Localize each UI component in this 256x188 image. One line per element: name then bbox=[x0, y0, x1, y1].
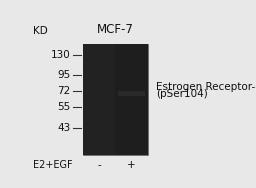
Text: E2+EGF: E2+EGF bbox=[33, 160, 73, 170]
Text: 72: 72 bbox=[57, 86, 71, 96]
Text: 55: 55 bbox=[57, 102, 71, 112]
Bar bbox=[83, 44, 115, 155]
Text: 95: 95 bbox=[57, 70, 71, 80]
Bar bbox=[115, 44, 148, 155]
Text: (pSer104): (pSer104) bbox=[156, 89, 208, 99]
Text: +: + bbox=[127, 160, 136, 170]
Bar bbox=[83, 44, 148, 155]
Text: KD: KD bbox=[33, 26, 48, 36]
Bar bbox=[118, 91, 145, 96]
Text: Estrogen Receptor-α: Estrogen Receptor-α bbox=[156, 82, 256, 92]
Text: 43: 43 bbox=[57, 123, 71, 133]
Text: 130: 130 bbox=[51, 50, 71, 60]
Text: MCF-7: MCF-7 bbox=[97, 23, 134, 36]
Text: -: - bbox=[97, 160, 101, 170]
